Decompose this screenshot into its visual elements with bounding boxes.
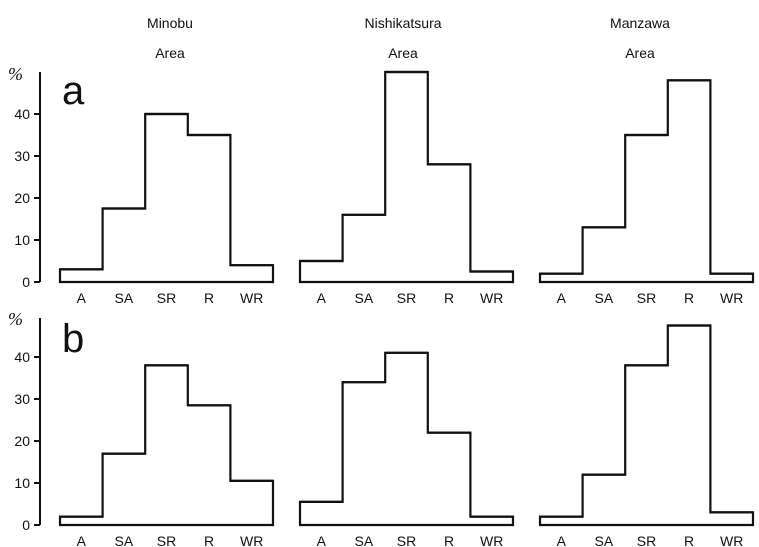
x-tick-label-b-manzawa-wr: WR — [720, 533, 743, 547]
x-tick-label-a-nishikatsura-a: A — [317, 290, 327, 306]
x-tick-label-b-nishikatsura-sr: SR — [397, 533, 416, 547]
step-outline-a-minobu — [58, 112, 275, 284]
y-tick-label-b-0: 0 — [22, 517, 30, 533]
step-outline-a-nishikatsura — [298, 70, 515, 284]
x-tick-label-a-manzawa-sa: SA — [595, 290, 614, 306]
x-tick-label-a-nishikatsura-wr: WR — [480, 290, 503, 306]
x-tick-label-b-manzawa-a: A — [557, 533, 567, 547]
x-tick-label-b-minobu-a: A — [77, 533, 87, 547]
step-outline-b-minobu — [58, 364, 275, 527]
x-tick-label-b-nishikatsura-sa: SA — [355, 533, 374, 547]
x-tick-label-a-minobu-sr: SR — [157, 290, 176, 306]
column-title-nishikatsura: Nishikatsura — [364, 15, 441, 31]
x-tick-label-b-minobu-r: R — [204, 533, 214, 547]
x-tick-label-a-minobu-r: R — [204, 290, 214, 306]
column-subtitle-minobu: Area — [155, 45, 185, 61]
panel-letter-b: b — [62, 317, 84, 361]
y-unit-b: % — [8, 309, 23, 329]
step-outline-b-nishikatsura — [298, 351, 515, 527]
panel-letter-a: a — [62, 69, 85, 113]
y-tick-label-a-10: 10 — [14, 232, 30, 248]
x-tick-label-b-nishikatsura-a: A — [317, 533, 327, 547]
x-tick-label-a-nishikatsura-sa: SA — [355, 290, 374, 306]
x-tick-label-b-minobu-sa: SA — [115, 533, 134, 547]
histogram-plots: A SA SR R WR A SA SR R WR A SA SR R WR A SA SR R WR A SA SR R WR… — [58, 70, 755, 547]
y-tick-label-a-20: 20 — [14, 190, 30, 206]
y-unit-a: % — [8, 64, 23, 84]
x-tick-label-a-minobu-a: A — [77, 290, 87, 306]
x-tick-label-a-nishikatsura-sr: SR — [397, 290, 416, 306]
x-tick-label-b-nishikatsura-r: R — [444, 533, 454, 547]
y-tick-label-b-10: 10 — [14, 475, 30, 491]
step-outline-a-manzawa — [538, 79, 755, 284]
y-tick-label-a-40: 40 — [14, 106, 30, 122]
x-tick-label-a-manzawa-a: A — [557, 290, 567, 306]
column-title-minobu: Minobu — [147, 15, 193, 31]
x-tick-label-b-manzawa-sa: SA — [595, 533, 614, 547]
x-tick-label-a-manzawa-sr: SR — [637, 290, 656, 306]
step-outline-b-manzawa — [538, 324, 755, 527]
x-tick-label-b-minobu-sr: SR — [157, 533, 176, 547]
column-subtitle-manzawa: Area — [625, 45, 655, 61]
column-title-manzawa: Manzawa — [610, 15, 670, 31]
x-tick-label-a-nishikatsura-r: R — [444, 290, 454, 306]
column-subtitle-nishikatsura: Area — [388, 45, 418, 61]
y-tick-label-b-40: 40 — [14, 349, 30, 365]
y-tick-label-b-20: 20 — [14, 433, 30, 449]
y-tick-label-a-30: 30 — [14, 148, 30, 164]
x-tick-label-b-manzawa-r: R — [684, 533, 694, 547]
x-tick-label-a-manzawa-r: R — [684, 290, 694, 306]
x-tick-label-a-minobu-sa: SA — [115, 290, 134, 306]
x-tick-label-b-manzawa-sr: SR — [637, 533, 656, 547]
y-tick-label-a-0: 0 — [22, 274, 30, 290]
x-tick-label-a-manzawa-wr: WR — [720, 290, 743, 306]
x-tick-label-b-minobu-wr: WR — [240, 533, 263, 547]
x-tick-label-b-nishikatsura-wr: WR — [480, 533, 503, 547]
x-tick-label-a-minobu-wr: WR — [240, 290, 263, 306]
y-tick-label-b-30: 30 — [14, 391, 30, 407]
